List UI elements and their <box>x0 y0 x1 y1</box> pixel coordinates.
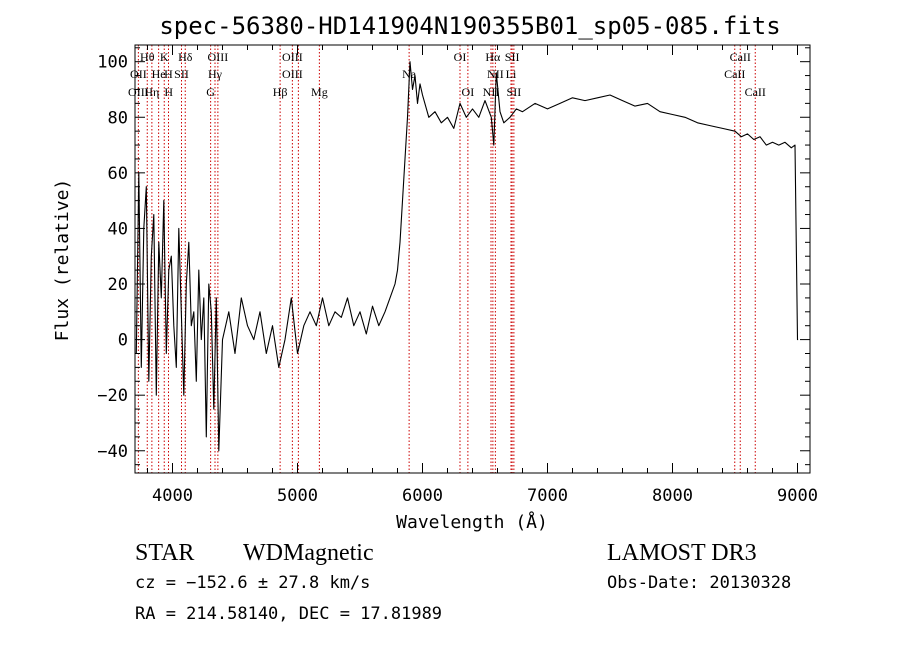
line-label: CaII <box>730 50 751 64</box>
obs-date: Obs-Date: 20130328 <box>607 573 791 593</box>
x-tick-label: 7000 <box>527 486 568 506</box>
y-tick-label: 0 <box>118 331 128 351</box>
line-label: Hη <box>144 85 159 99</box>
line-label: SII <box>507 85 522 99</box>
y-axis-label: Flux (relative) <box>52 179 73 342</box>
line-label: G <box>206 85 215 99</box>
class-label: STAR <box>135 540 194 566</box>
line-label: NII <box>483 85 500 99</box>
line-label: CaII <box>745 85 766 99</box>
line-label: He <box>152 67 166 81</box>
line-label: SII <box>505 50 520 64</box>
line-label: NII <box>487 67 504 81</box>
y-tick-label: −20 <box>97 386 128 406</box>
y-axis: −40 −20 0 20 40 60 80 100 <box>97 47 810 466</box>
line-label: SII <box>174 67 189 81</box>
line-label: Hδ <box>178 50 193 64</box>
spectrum-series <box>135 61 799 452</box>
x-tick-label: 5000 <box>277 486 318 506</box>
line-label: Li <box>506 67 517 81</box>
x-tick-label: 6000 <box>402 486 443 506</box>
subclass-label: WDMagnetic <box>243 540 374 566</box>
y-tick-label: 40 <box>108 219 128 239</box>
line-label: K <box>160 50 169 64</box>
line-label: Mg <box>311 85 328 99</box>
x-tick-label: 8000 <box>652 486 693 506</box>
survey-label: LAMOST DR3 <box>607 540 757 566</box>
y-tick-label: −40 <box>97 442 128 462</box>
line-label: OII <box>130 67 147 81</box>
line-label: OIII <box>208 50 229 64</box>
line-label: OI <box>454 50 467 64</box>
line-label: OIII <box>282 67 303 81</box>
line-label: CaII <box>724 67 745 81</box>
line-label: H <box>164 85 173 99</box>
redshift-readout: cz = −152.6 ± 27.8 km/s <box>135 573 370 593</box>
line-label: Hβ <box>273 85 288 99</box>
y-tick-label: 100 <box>97 53 128 73</box>
x-axis-label: Wavelength (Å) <box>396 511 548 533</box>
spectral-line-markers <box>137 45 756 473</box>
chart-title: spec-56380-HD141904N190355B01_sp05-085.f… <box>159 12 780 40</box>
flux-line <box>135 61 799 452</box>
line-label: OIII <box>282 50 303 64</box>
y-tick-label: 80 <box>108 108 128 128</box>
y-tick-label: 60 <box>108 164 128 184</box>
x-axis: 4000 5000 6000 7000 8000 9000 <box>147 45 818 506</box>
line-label: Hα <box>485 50 501 64</box>
line-label: OIII <box>128 85 149 99</box>
line-label: H <box>164 67 173 81</box>
line-label: Hγ <box>208 67 223 81</box>
line-label: Hθ <box>140 50 155 64</box>
x-tick-label: 9000 <box>777 486 818 506</box>
x-tick-label: 4000 <box>152 486 193 506</box>
y-tick-label: 20 <box>108 275 128 295</box>
coordinates: RA = 214.58140, DEC = 17.81989 <box>135 604 442 624</box>
line-label: OI <box>462 85 475 99</box>
